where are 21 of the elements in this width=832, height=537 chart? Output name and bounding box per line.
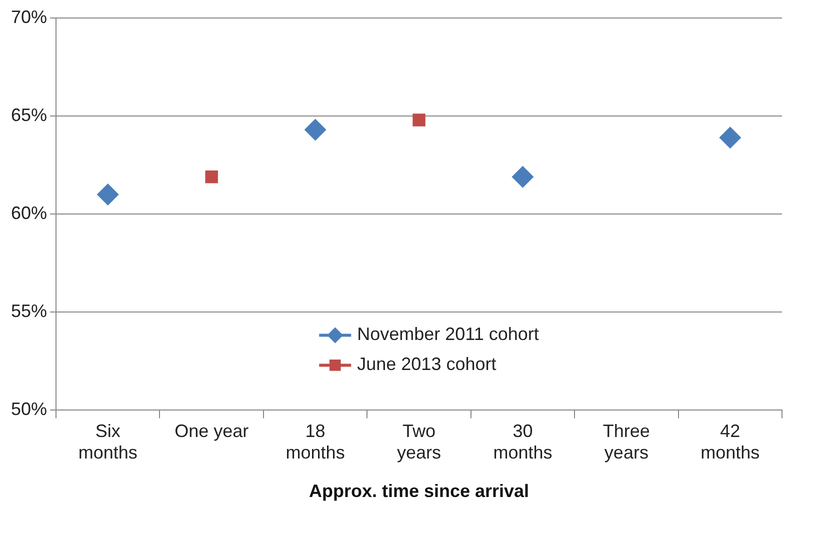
x-tick-label: Six months	[78, 420, 138, 463]
point	[96, 183, 119, 206]
x-tick-label: Three years	[602, 420, 650, 463]
point	[412, 114, 426, 126]
point	[512, 166, 534, 188]
y-tick-label: 60%	[10, 203, 48, 224]
legend-label: June 2013 cohort	[357, 354, 496, 374]
y-tick-label: 65%	[10, 105, 48, 126]
x-tick-label: One year	[174, 420, 249, 441]
point	[304, 118, 326, 141]
y-tick-label: 50%	[10, 399, 48, 420]
point	[719, 126, 742, 149]
x-axis-title: Approx. time since arrival	[308, 481, 530, 502]
y-tick-label: 70%	[10, 6, 48, 27]
legend-label: November 2011 cohort	[357, 324, 539, 344]
x-tick-label: 30 months	[493, 420, 552, 463]
x-tick-label: 42 months	[700, 420, 760, 463]
x-tick-label: 18 months	[286, 420, 345, 463]
x-tick-label: Two years	[397, 420, 442, 463]
y-tick-label: 55%	[10, 301, 48, 322]
point	[205, 170, 218, 184]
